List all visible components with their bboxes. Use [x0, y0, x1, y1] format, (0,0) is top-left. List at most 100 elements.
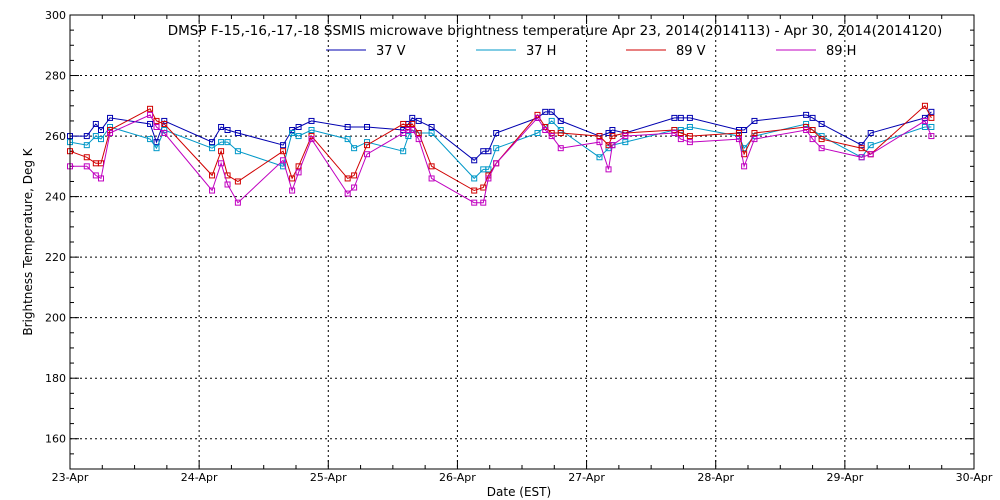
data-point: [400, 130, 407, 137]
data-point: [751, 130, 758, 137]
data-point: [928, 123, 935, 130]
legend-item: 37 V: [326, 44, 406, 59]
data-point: [400, 148, 407, 155]
data-point: [209, 172, 216, 179]
data-point: [622, 139, 629, 146]
data-point: [751, 136, 758, 143]
data-point: [234, 199, 241, 206]
data-point: [280, 163, 287, 170]
legend-label: 37 V: [376, 44, 406, 59]
data-point: [485, 175, 492, 182]
y-tick-label: 280: [45, 70, 66, 83]
data-point: [609, 127, 616, 134]
data-point: [428, 123, 435, 130]
series-line: [70, 111, 932, 161]
data-point: [405, 123, 412, 130]
data-point: [400, 120, 407, 127]
data-point: [542, 108, 549, 115]
data-point: [344, 136, 351, 143]
data-point: [308, 127, 315, 134]
data-point: [92, 172, 99, 179]
data-point: [280, 142, 287, 149]
data-point: [83, 163, 90, 170]
y-tick-label: 220: [45, 251, 66, 264]
x-tick-label: 28-Apr: [697, 471, 734, 484]
data-point: [147, 120, 154, 127]
data-point: [344, 190, 351, 197]
data-point: [542, 127, 549, 134]
y-tick-label: 260: [45, 130, 66, 143]
data-point: [289, 175, 296, 182]
y-tick-label: 240: [45, 191, 66, 204]
data-point: [867, 142, 874, 149]
data-point: [493, 130, 500, 137]
data-point: [485, 166, 492, 173]
legend-label: 37 H: [526, 44, 556, 59]
data-point: [751, 117, 758, 124]
grid: [70, 15, 974, 469]
data-point: [364, 123, 371, 130]
data-point: [364, 142, 371, 149]
data-point: [858, 145, 865, 152]
data-point: [97, 127, 104, 134]
data-point: [548, 108, 555, 115]
data-point: [677, 136, 684, 143]
data-point: [480, 184, 487, 191]
data-point: [224, 139, 231, 146]
data-point: [161, 117, 168, 124]
data-point: [803, 120, 810, 127]
data-point: [308, 117, 315, 124]
data-point: [867, 130, 874, 137]
data-point: [921, 102, 928, 109]
data-point: [409, 114, 416, 121]
data-point: [405, 127, 412, 134]
data-point: [928, 114, 935, 121]
data-point: [218, 160, 225, 167]
data-point: [234, 130, 241, 137]
data-point: [596, 133, 603, 140]
series-layer: [67, 102, 935, 206]
data-point: [308, 136, 315, 143]
data-point: [415, 117, 422, 124]
data-point: [147, 111, 154, 118]
legend-item: 37 H: [476, 44, 556, 59]
data-point: [741, 127, 748, 134]
data-point: [295, 123, 302, 130]
data-point: [351, 172, 358, 179]
data-point: [818, 145, 825, 152]
data-point: [209, 187, 216, 194]
series-line: [70, 114, 932, 204]
tick-labels: 23-Apr 24-Apr 25-Apr 26-Apr 27-Apr 28-Apr 29-A…: [45, 9, 993, 484]
data-point: [605, 130, 612, 137]
data-point: [409, 127, 416, 134]
data-point: [471, 157, 478, 164]
data-point: [280, 148, 287, 155]
data-point: [548, 133, 555, 140]
series-line: [69, 105, 932, 192]
data-point: [428, 175, 435, 182]
data-point: [224, 181, 231, 188]
series-89-h: [67, 111, 935, 206]
data-point: [289, 187, 296, 194]
data-point: [596, 139, 603, 146]
data-point: [153, 117, 160, 124]
data-point: [605, 166, 612, 173]
data-point: [809, 127, 816, 134]
data-point: [295, 169, 302, 176]
legend-label: 89 H: [826, 44, 856, 59]
data-point: [147, 136, 154, 143]
data-point: [741, 163, 748, 170]
data-point: [107, 130, 114, 137]
y-axis-title: Brightness Temperature, Deg K: [21, 147, 35, 335]
data-point: [677, 114, 684, 121]
data-point: [735, 130, 742, 137]
legend: 37 V 37 H 89 V 89 H: [326, 44, 856, 59]
data-point: [867, 151, 874, 158]
data-point: [534, 114, 541, 121]
data-point: [858, 142, 865, 149]
data-point: [409, 120, 416, 127]
data-point: [280, 157, 287, 164]
y-tick-label: 200: [45, 312, 66, 325]
data-point: [161, 120, 168, 127]
